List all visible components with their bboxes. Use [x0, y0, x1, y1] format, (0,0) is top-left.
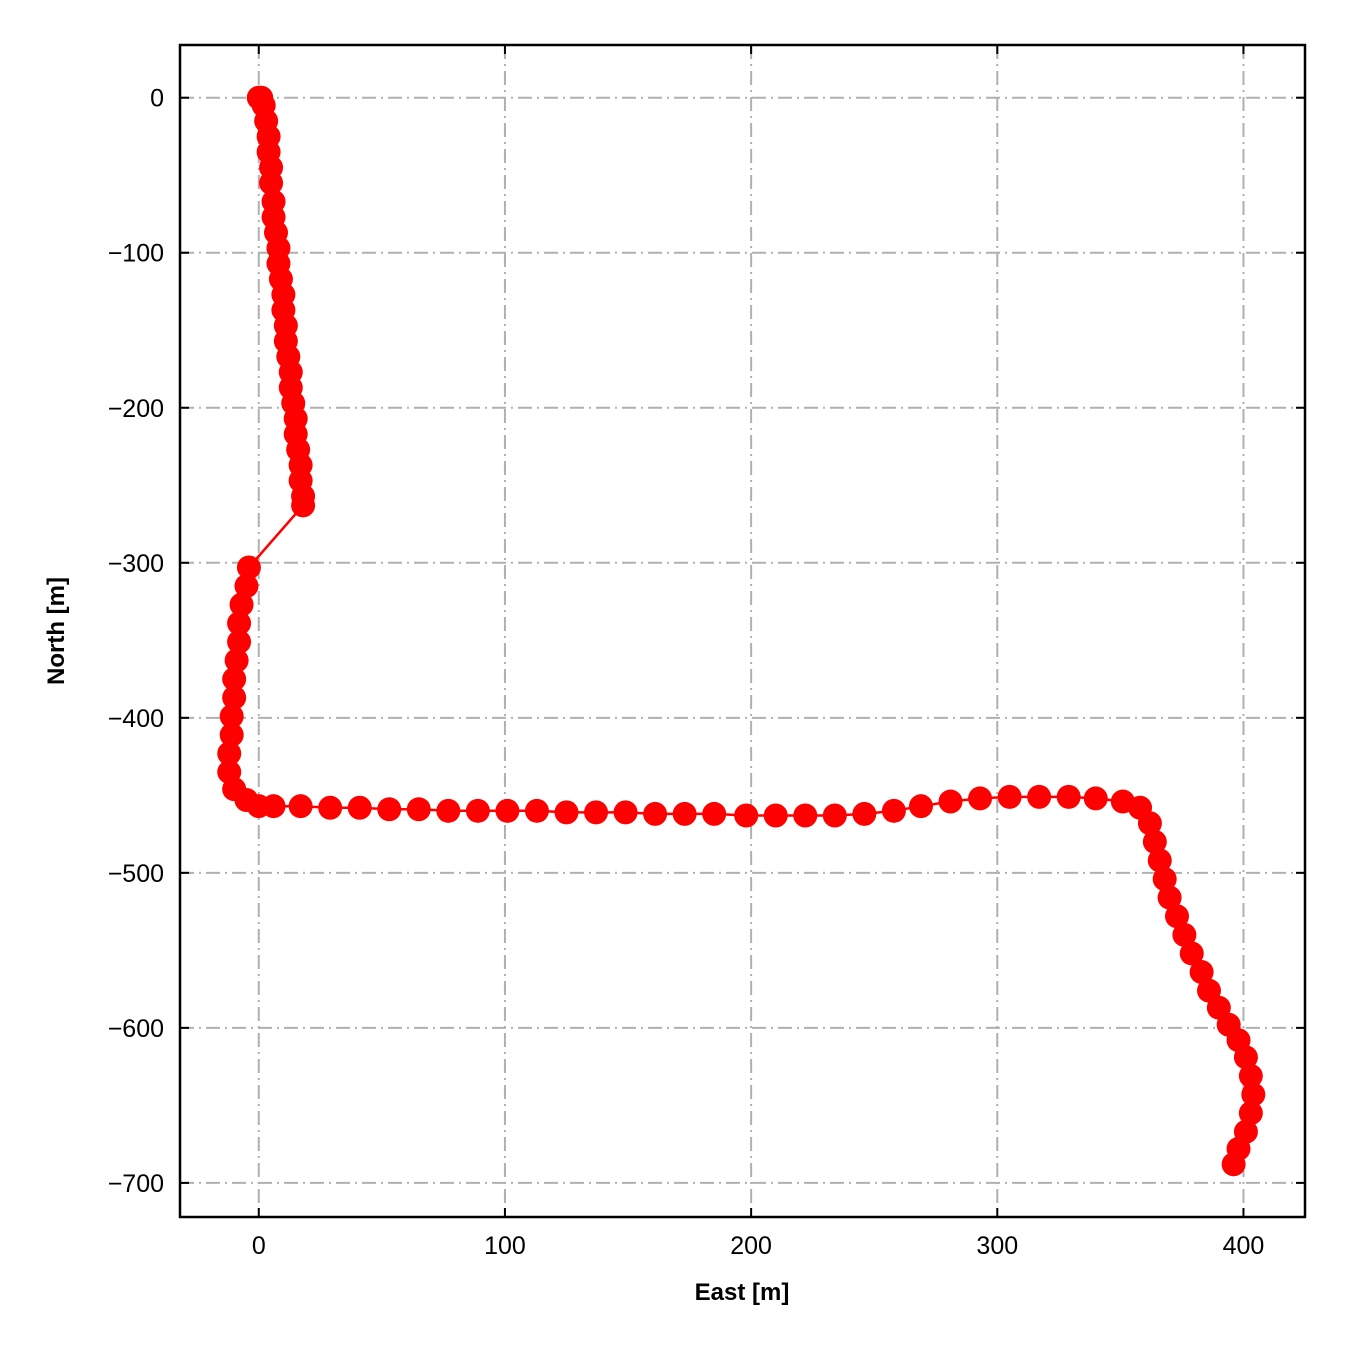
- trajectory-point: [702, 801, 727, 826]
- trajectory-point: [1164, 904, 1189, 929]
- plot-area: [217, 85, 1266, 1177]
- x-tick-label: 0: [252, 1232, 266, 1260]
- trajectory-point: [227, 611, 252, 636]
- trajectory-point: [734, 803, 759, 828]
- trajectory-point: [968, 786, 993, 811]
- trajectory-point: [217, 741, 242, 766]
- trajectory-point: [1238, 1101, 1263, 1126]
- trajectory-point: [822, 803, 847, 828]
- trajectory-point: [1083, 786, 1108, 811]
- trajectory-point: [524, 798, 549, 823]
- trajectory-point: [554, 800, 579, 825]
- trajectory-point: [495, 798, 520, 823]
- trajectory-point: [908, 794, 933, 819]
- trajectory-point: [236, 555, 261, 580]
- trajectory-point: [347, 795, 372, 820]
- trajectory-point: [436, 798, 461, 823]
- trajectory-point: [227, 629, 252, 654]
- y-tick-labels: 0 −100 −200 −300 −400 −500 −600 −700: [108, 85, 164, 1198]
- plot-frame: [178, 43, 1307, 1219]
- trajectory-point: [222, 685, 247, 710]
- trajectory-point: [613, 800, 638, 825]
- y-axis-label: North [m]: [43, 577, 70, 685]
- trajectory-point: [219, 704, 244, 729]
- trajectory-point: [1189, 960, 1214, 985]
- trajectory-point: [229, 592, 254, 617]
- trajectory-point: [1179, 941, 1204, 966]
- trajectory-point: [1152, 867, 1177, 892]
- y-tick-label: −600: [108, 1015, 164, 1043]
- trajectory-point: [377, 797, 402, 822]
- trajectory-point: [1233, 1045, 1258, 1070]
- x-tick-label: 200: [730, 1232, 772, 1260]
- trajectory-point: [1172, 922, 1197, 947]
- trajectory-point: [881, 798, 906, 823]
- trajectory-point: [1157, 885, 1182, 910]
- trajectory-point: [222, 667, 247, 692]
- trajectory-point: [793, 803, 818, 828]
- trajectory-point: [1147, 848, 1172, 873]
- trajectory-point: [1142, 829, 1167, 854]
- trajectory-point: [259, 170, 284, 195]
- trajectory-point: [1027, 784, 1052, 809]
- trajectory-point: [1238, 1063, 1263, 1088]
- x-tick-label: 300: [976, 1232, 1018, 1260]
- grid-lines: [180, 45, 1305, 1217]
- trajectory-point: [1221, 1152, 1246, 1177]
- trajectory-point: [291, 493, 316, 518]
- trajectory-point: [234, 574, 259, 599]
- y-tick-label: −700: [108, 1170, 164, 1198]
- trajectory-point: [224, 648, 249, 673]
- x-tick-label: 100: [484, 1232, 526, 1260]
- trajectory-point: [219, 722, 244, 747]
- trajectory-point: [318, 795, 343, 820]
- x-tick-labels: 0 100 200 300 400: [252, 1232, 1264, 1260]
- y-tick-label: −300: [108, 550, 164, 578]
- trajectory-point: [997, 784, 1022, 809]
- trajectory-point: [938, 789, 963, 814]
- x-tick-label: 400: [1223, 1232, 1265, 1260]
- trajectory-point: [261, 794, 286, 819]
- trajectory-point: [406, 797, 431, 822]
- trajectory-point: [1241, 1082, 1266, 1107]
- trajectory-point: [852, 801, 877, 826]
- y-tick-label: −400: [108, 705, 164, 733]
- y-tick-label: −200: [108, 395, 164, 423]
- x-axis-label: East [m]: [695, 1279, 790, 1306]
- tick-marks: [180, 45, 1305, 1217]
- trajectory-point: [465, 798, 490, 823]
- trajectory-point: [763, 803, 788, 828]
- y-tick-label: −500: [108, 860, 164, 888]
- trajectory-point: [1137, 811, 1162, 836]
- trajectory-point: [643, 801, 668, 826]
- trajectory-point: [1056, 784, 1081, 809]
- trajectory-point: [288, 794, 313, 819]
- y-tick-label: 0: [150, 85, 164, 113]
- trajectory-point: [672, 801, 697, 826]
- y-tick-label: −100: [108, 240, 164, 268]
- trajectory-point: [584, 800, 609, 825]
